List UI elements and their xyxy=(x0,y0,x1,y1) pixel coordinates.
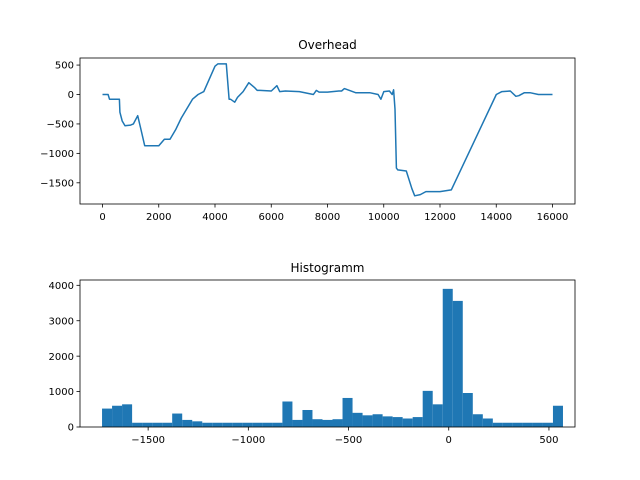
histogram-x-tick-label: 0 xyxy=(446,435,452,446)
histogram-y-tick-label: 1000 xyxy=(49,387,74,398)
histogram-chart: Histogramm −1500 −1000 −500 0 500 0 1000 2000 3… xyxy=(49,261,576,446)
overhead-x-tick-label: 12000 xyxy=(424,212,456,223)
histogram-bar xyxy=(522,422,533,427)
histogram-bar xyxy=(242,422,253,427)
overhead-x-tick-label: 4000 xyxy=(202,212,227,223)
histogram-bar xyxy=(502,422,513,427)
histogram-bar xyxy=(132,422,143,427)
histogram-bar xyxy=(142,422,153,427)
histogram-bar xyxy=(382,416,393,427)
histogram-x-tick-label: −500 xyxy=(335,435,362,446)
overhead-chart: Overhead 0 2000 4000 6000 8000 10000 12000 1400… xyxy=(40,38,576,223)
histogram-bar xyxy=(152,422,163,427)
histogram-y-axis: 0 1000 2000 3000 4000 xyxy=(49,281,80,434)
histogram-bar xyxy=(512,422,523,427)
histogram-bar xyxy=(422,390,433,427)
overhead-x-tick-label: 16000 xyxy=(537,212,569,223)
histogram-bar xyxy=(112,405,123,427)
histogram-bar xyxy=(362,415,373,427)
histogram-bar xyxy=(492,422,503,427)
overhead-y-tick-label: −1500 xyxy=(40,178,74,189)
histogram-bar xyxy=(252,422,263,427)
histogram-y-tick-label: 3000 xyxy=(49,316,74,327)
overhead-x-tick-label: 10000 xyxy=(368,212,400,223)
histogram-bar xyxy=(482,418,493,427)
histogram-x-tick-label: −1500 xyxy=(131,435,165,446)
overhead-x-tick-label: 0 xyxy=(99,212,105,223)
histogram-bar xyxy=(302,409,313,427)
histogram-x-tick-label: 500 xyxy=(539,435,558,446)
overhead-x-axis: 0 2000 4000 6000 8000 10000 12000 14000 16000 xyxy=(99,204,568,223)
histogram-bar xyxy=(292,419,303,427)
histogram-bar xyxy=(102,408,113,427)
histogram-bar xyxy=(122,404,133,427)
histogram-bar xyxy=(452,300,463,427)
histogram-bar xyxy=(472,414,483,427)
overhead-y-tick-label: −500 xyxy=(47,120,74,131)
histogram-bar xyxy=(392,417,403,427)
histogram-bars xyxy=(102,288,563,427)
histogram-x-tick-label: −1000 xyxy=(231,435,265,446)
overhead-x-tick-label: 14000 xyxy=(480,212,512,223)
histogram-y-tick-label: 4000 xyxy=(49,281,74,292)
overhead-y-tick-label: 0 xyxy=(68,90,74,101)
overhead-x-tick-label: 6000 xyxy=(259,212,284,223)
histogram-bar xyxy=(332,419,343,427)
overhead-x-tick-label: 2000 xyxy=(146,212,171,223)
histogram-bar xyxy=(442,288,453,427)
overhead-chart-title: Overhead xyxy=(298,38,357,52)
histogram-bar xyxy=(212,422,223,427)
histogram-bar xyxy=(182,419,193,427)
overhead-y-tick-label: 500 xyxy=(55,61,74,72)
histogram-bar xyxy=(222,422,233,427)
histogram-bar xyxy=(202,422,213,427)
histogram-bar xyxy=(402,418,413,427)
histogram-bar xyxy=(192,421,203,427)
histogram-bar xyxy=(162,422,173,427)
histogram-bar xyxy=(462,392,473,427)
overhead-x-tick-label: 8000 xyxy=(315,212,340,223)
histogram-bar xyxy=(322,419,333,427)
histogram-bar xyxy=(262,422,273,427)
histogram-bar xyxy=(432,404,443,427)
histogram-bar xyxy=(172,413,183,427)
histogram-bar xyxy=(232,422,243,427)
overhead-y-axis: 500 0 −500 −1000 −1500 xyxy=(40,61,80,189)
histogram-bar xyxy=(372,414,383,427)
overhead-line-series xyxy=(102,63,553,197)
histogram-bar xyxy=(552,405,563,427)
histogram-bar xyxy=(352,412,363,427)
histogram-bar xyxy=(282,401,293,427)
overhead-plot-frame xyxy=(79,57,576,205)
histogram-bar xyxy=(542,422,553,427)
histogram-plot-frame xyxy=(79,279,576,428)
overhead-y-tick-label: −1000 xyxy=(40,149,74,160)
overhead-series-line xyxy=(102,63,553,197)
histogram-chart-title: Histogramm xyxy=(291,261,365,275)
histogram-x-axis: −1500 −1000 −500 0 500 xyxy=(131,427,558,446)
histogram-bar xyxy=(272,422,283,427)
histogram-bar xyxy=(412,417,423,427)
histogram-y-tick-label: 0 xyxy=(68,423,74,434)
histogram-bar xyxy=(312,419,323,427)
histogram-y-tick-label: 2000 xyxy=(49,352,74,363)
histogram-bar xyxy=(342,397,353,427)
histogram-bar xyxy=(532,422,543,427)
